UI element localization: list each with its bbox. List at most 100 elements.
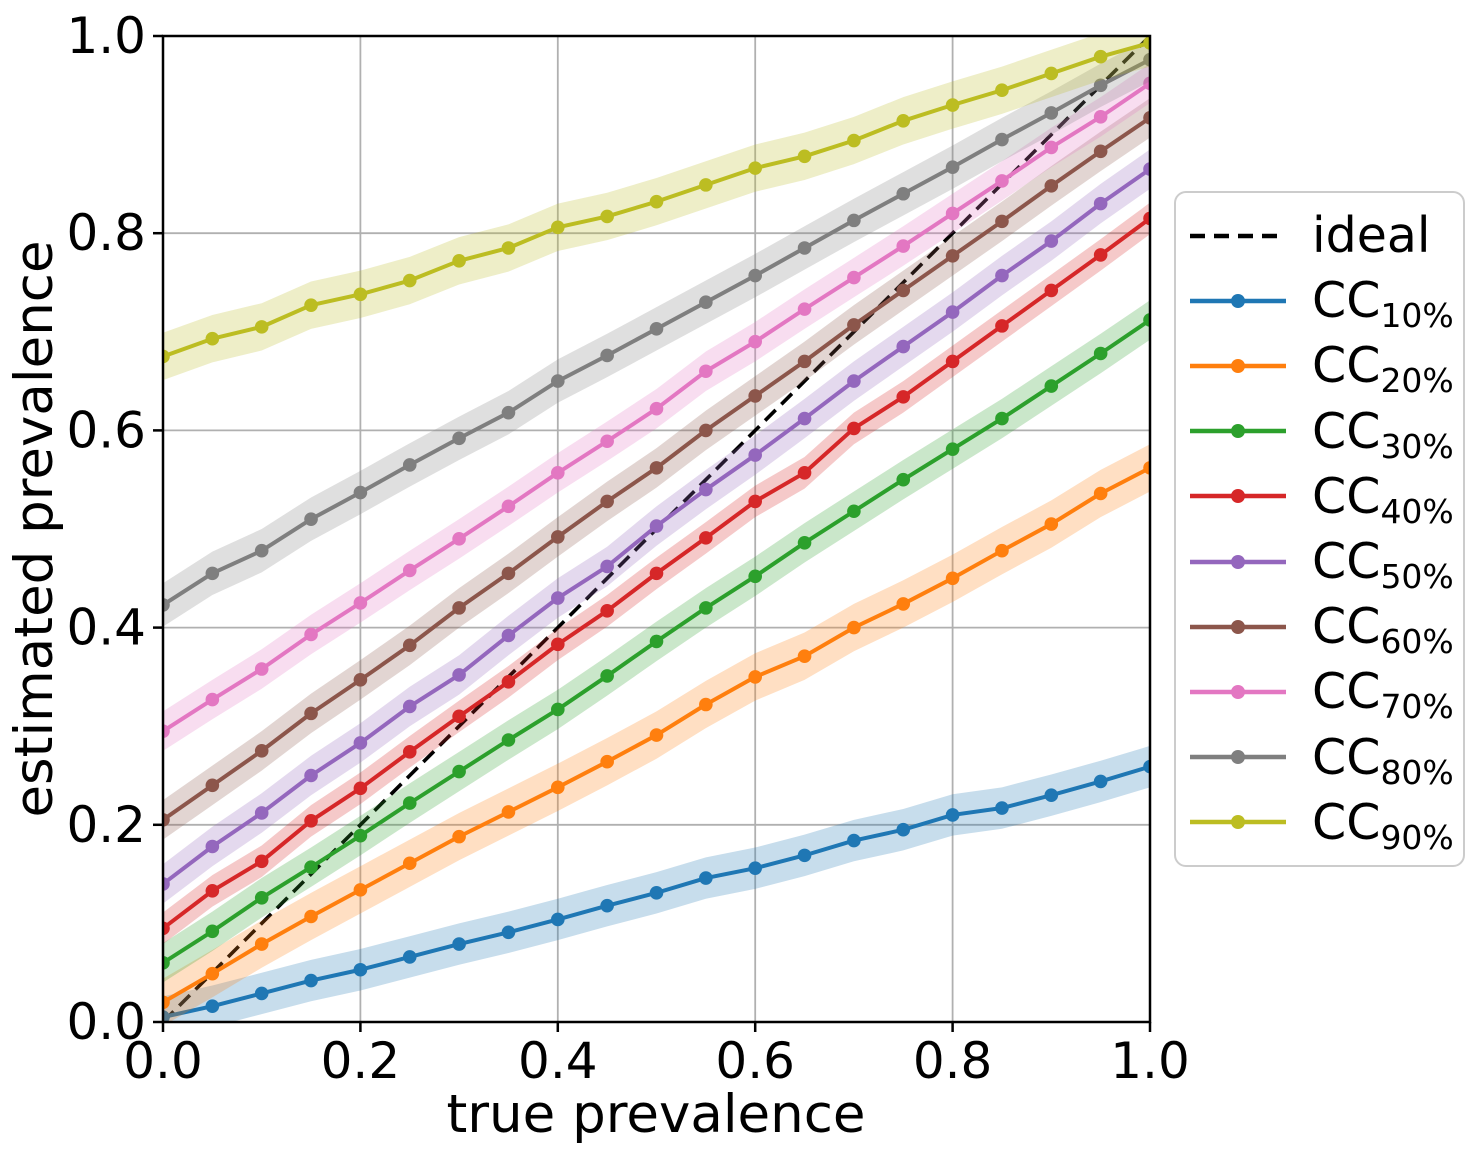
data-point — [205, 966, 220, 981]
data-point — [1143, 52, 1150, 67]
data-point — [847, 504, 861, 519]
data-point — [945, 160, 960, 174]
data-point — [1093, 248, 1108, 262]
data-point — [896, 113, 911, 128]
data-point — [402, 458, 417, 472]
line-marker-swatch — [1190, 489, 1286, 504]
data-point — [501, 805, 516, 819]
data-point — [163, 877, 170, 891]
data-point — [551, 591, 565, 605]
data-point — [1143, 461, 1150, 475]
data-point — [1044, 106, 1059, 120]
data-point — [452, 668, 466, 682]
data-point — [797, 302, 812, 316]
data-point — [254, 854, 269, 869]
data-point — [649, 322, 664, 336]
data-point — [163, 813, 170, 827]
data-point — [1044, 788, 1059, 803]
y-tick-label: 1.0 — [66, 7, 146, 65]
data-point — [600, 754, 614, 769]
data-point — [501, 733, 516, 747]
data-point — [1093, 144, 1108, 159]
data-point — [1143, 313, 1150, 327]
data-point — [995, 411, 1009, 426]
data-point — [163, 995, 170, 1010]
data-point — [452, 254, 466, 268]
data-point — [896, 472, 911, 487]
line-marker-swatch — [1190, 815, 1286, 830]
data-point — [353, 287, 368, 302]
data-point — [205, 839, 220, 854]
data-point — [163, 349, 170, 364]
dashed-line-swatch — [1190, 233, 1286, 238]
data-point — [1143, 211, 1150, 226]
data-point — [797, 536, 812, 550]
data-point — [1093, 774, 1108, 789]
data-point — [163, 598, 170, 612]
x-tick-label: 0.0 — [123, 1032, 203, 1090]
data-point — [551, 374, 565, 388]
data-point — [995, 543, 1009, 558]
legend-label: ideal — [1312, 207, 1431, 265]
data-point — [896, 597, 911, 611]
data-point — [551, 465, 565, 480]
data-point — [748, 448, 762, 462]
data-point — [501, 241, 516, 255]
data-point — [353, 883, 368, 897]
grid-layer — [163, 36, 1150, 1022]
data-point — [353, 828, 368, 843]
data-point — [254, 937, 269, 951]
data-point — [995, 268, 1009, 283]
x-tick-label: 0.6 — [715, 1032, 795, 1090]
legend-label: CC90% — [1312, 793, 1454, 857]
legend-label: CC70% — [1312, 663, 1454, 727]
data-point — [995, 174, 1009, 188]
data-point — [847, 213, 861, 228]
series-CC_30% — [163, 300, 1150, 983]
data-point — [551, 702, 565, 717]
legend-label: CC30% — [1312, 402, 1454, 466]
data-point — [452, 937, 466, 951]
legend: ideal CC10% CC20% CC30% CC40% CC50% CC60% CC70%… — [1174, 191, 1465, 867]
line-marker-swatch — [1190, 358, 1286, 373]
data-point — [847, 318, 861, 332]
data-point — [995, 214, 1009, 229]
data-point — [304, 909, 318, 924]
data-point — [163, 921, 170, 936]
x-tick-label: 0.8 — [913, 1032, 993, 1090]
data-point — [995, 801, 1009, 815]
data-point — [896, 822, 911, 837]
data-point — [304, 512, 318, 526]
data-point — [649, 886, 664, 900]
data-point — [205, 331, 220, 346]
data-point — [600, 604, 614, 618]
data-point — [254, 662, 269, 676]
data-point — [649, 461, 664, 475]
y-tick-label: 0.6 — [66, 401, 146, 459]
data-point — [699, 423, 713, 438]
data-point — [254, 744, 269, 758]
data-point — [699, 364, 713, 379]
data-point — [402, 638, 417, 653]
data-point — [501, 566, 516, 581]
x-tick-label: 0.2 — [321, 1032, 401, 1090]
data-point — [353, 736, 368, 750]
data-point — [797, 649, 812, 663]
data-point — [353, 962, 368, 977]
data-point — [847, 374, 861, 388]
y-tick-label: 0.2 — [66, 796, 146, 854]
data-point — [1143, 76, 1150, 91]
data-point — [649, 519, 664, 533]
line-marker-swatch — [1190, 424, 1286, 439]
data-point — [402, 796, 417, 810]
data-point — [797, 149, 812, 164]
data-point — [1143, 111, 1150, 125]
data-point — [896, 390, 911, 404]
data-point — [649, 566, 664, 581]
data-point — [304, 768, 318, 783]
data-point — [748, 334, 762, 349]
data-point — [600, 559, 614, 574]
data-point — [600, 209, 614, 224]
data-point — [254, 543, 269, 558]
